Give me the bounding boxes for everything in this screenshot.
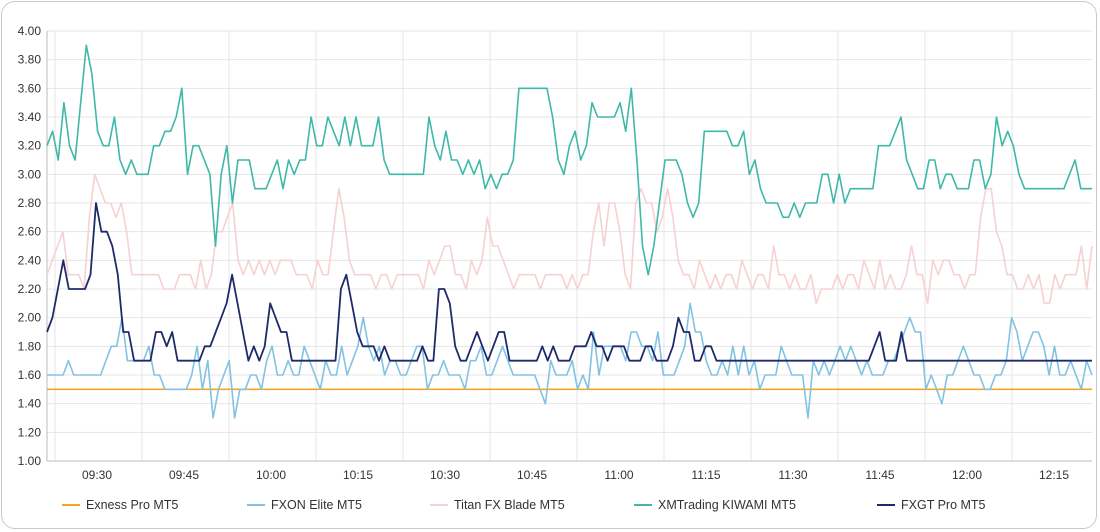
y-tick-label: 2.40 (18, 253, 42, 267)
legend-label-fxon-elite-mt5: FXON Elite MT5 (271, 498, 362, 512)
x-tick-label: 11:15 (691, 468, 720, 482)
y-tick-label: 1.40 (18, 397, 42, 411)
x-tick-label: 10:15 (343, 468, 373, 482)
series-line-xmtrading-kiwami-mt5 (46, 44, 1092, 276)
y-tick-label: 1.00 (18, 454, 42, 468)
series-line-fxon-elite-mt5 (47, 302, 1093, 419)
x-tick-label: 10:00 (256, 468, 286, 482)
legend-label-xmtrading-kiwami-mt5: XMTrading KIWAMI MT5 (658, 498, 796, 512)
series-line-fxgt-pro-mt5 (46, 202, 1092, 362)
x-tick-label: 11:45 (865, 468, 894, 482)
y-tick-label: 3.80 (18, 53, 42, 67)
y-tick-label: 4.00 (18, 24, 42, 38)
y-tick-label: 3.40 (18, 110, 42, 124)
y-tick-label: 2.60 (18, 225, 42, 239)
x-tick-label: 12:15 (1039, 468, 1069, 482)
y-tick-label: 3.00 (18, 167, 42, 181)
legend-label-titan-fx-blade-mt5: Titan FX Blade MT5 (454, 498, 565, 512)
y-tick-label: 1.20 (18, 425, 42, 439)
y-tick-label: 3.20 (18, 139, 42, 153)
y-tick-label: 2.00 (18, 311, 42, 325)
x-tick-label: 12:00 (952, 468, 982, 482)
x-tick-label: 10:30 (430, 468, 460, 482)
legend-label-fxgt-pro-mt5: FXGT Pro MT5 (901, 498, 986, 512)
x-tick-label: 10:45 (517, 468, 547, 482)
y-tick-label: 1.60 (18, 368, 42, 382)
series-line-titan-fx-blade-mt5 (46, 173, 1093, 305)
y-tick-label: 2.20 (18, 282, 42, 296)
legend-label-exness-pro-mt5: Exness Pro MT5 (86, 498, 178, 512)
x-tick-label: 11:00 (604, 468, 633, 482)
x-tick-label: 09:30 (82, 468, 112, 482)
x-tick-label: 11:30 (778, 468, 807, 482)
x-tick-label: 09:45 (169, 468, 199, 482)
y-tick-label: 1.80 (18, 339, 42, 353)
y-tick-label: 3.60 (18, 81, 42, 95)
y-tick-label: 2.80 (18, 196, 42, 210)
